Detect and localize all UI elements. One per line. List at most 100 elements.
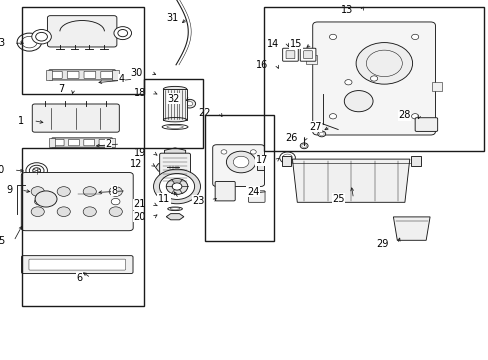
Text: 15: 15 [289,39,302,49]
FancyBboxPatch shape [21,172,133,231]
FancyBboxPatch shape [248,191,264,202]
Circle shape [301,144,306,148]
Circle shape [344,91,372,112]
FancyBboxPatch shape [47,15,117,47]
FancyBboxPatch shape [49,70,115,80]
Circle shape [319,132,324,136]
Text: 22: 22 [198,108,211,118]
Text: 30: 30 [130,68,142,78]
Circle shape [183,99,195,108]
Circle shape [355,42,412,84]
Circle shape [57,207,70,216]
FancyBboxPatch shape [282,48,298,61]
FancyBboxPatch shape [159,153,190,186]
Text: 14: 14 [266,39,278,49]
Bar [22,148,144,306]
Text: 19: 19 [133,148,145,158]
Text: 23: 23 [192,196,204,206]
FancyBboxPatch shape [83,139,94,146]
Circle shape [300,143,307,149]
Circle shape [329,114,336,119]
Circle shape [366,50,402,77]
Circle shape [226,151,255,173]
Circle shape [370,76,377,81]
Polygon shape [166,213,183,220]
Text: 13: 13 [340,5,352,15]
Circle shape [317,131,325,137]
Bar [205,115,273,241]
FancyBboxPatch shape [52,138,112,147]
Circle shape [329,34,336,40]
Circle shape [159,174,194,199]
Text: 11: 11 [158,194,170,204]
Circle shape [282,154,292,161]
Ellipse shape [163,86,186,92]
Circle shape [57,187,70,196]
Circle shape [279,152,295,163]
Circle shape [21,36,37,48]
Polygon shape [392,217,429,240]
Circle shape [186,102,192,106]
Circle shape [344,80,351,85]
Text: 29: 29 [376,239,388,249]
Circle shape [29,165,44,176]
FancyBboxPatch shape [84,71,96,78]
Text: 5: 5 [0,236,5,246]
FancyBboxPatch shape [303,51,312,59]
Ellipse shape [161,186,189,191]
FancyBboxPatch shape [300,48,315,61]
Text: 10: 10 [0,165,5,175]
FancyBboxPatch shape [50,71,62,78]
Circle shape [153,169,200,204]
Text: 6: 6 [76,273,82,283]
Circle shape [35,191,57,207]
Circle shape [17,33,41,51]
Text: 9: 9 [6,185,12,195]
Circle shape [42,188,53,195]
Circle shape [26,163,47,179]
Text: 3: 3 [0,38,5,48]
Text: 21: 21 [133,199,145,210]
FancyBboxPatch shape [212,145,264,186]
FancyBboxPatch shape [53,139,64,146]
Bar [431,81,441,91]
Bar [281,156,291,166]
Text: 18: 18 [133,88,145,98]
Bar [264,7,483,151]
Text: 26: 26 [285,132,297,143]
Bar [144,79,203,148]
Circle shape [109,187,122,196]
Text: 4: 4 [118,74,124,84]
Ellipse shape [166,126,183,129]
FancyBboxPatch shape [414,118,437,131]
Text: 32: 32 [167,94,180,104]
Text: 31: 31 [166,13,178,23]
FancyBboxPatch shape [99,139,110,146]
Ellipse shape [162,124,187,130]
FancyBboxPatch shape [168,187,182,197]
Bar [256,161,264,170]
Circle shape [31,207,44,216]
Text: 16: 16 [255,60,267,70]
Ellipse shape [167,207,182,211]
Circle shape [32,30,51,44]
Ellipse shape [170,208,180,210]
Text: 27: 27 [308,122,321,132]
Polygon shape [164,148,185,158]
Circle shape [172,183,182,190]
Polygon shape [70,184,103,203]
Circle shape [33,168,41,174]
Circle shape [166,179,187,194]
Text: 24: 24 [246,186,259,197]
Circle shape [411,34,418,40]
Text: 20: 20 [133,212,145,222]
FancyBboxPatch shape [29,259,125,270]
Circle shape [83,187,96,196]
Text: 12: 12 [130,159,142,169]
Bar [305,55,316,64]
Circle shape [109,207,122,216]
FancyBboxPatch shape [32,104,119,132]
Ellipse shape [163,117,186,122]
Bar [49,138,55,147]
FancyBboxPatch shape [67,71,79,78]
